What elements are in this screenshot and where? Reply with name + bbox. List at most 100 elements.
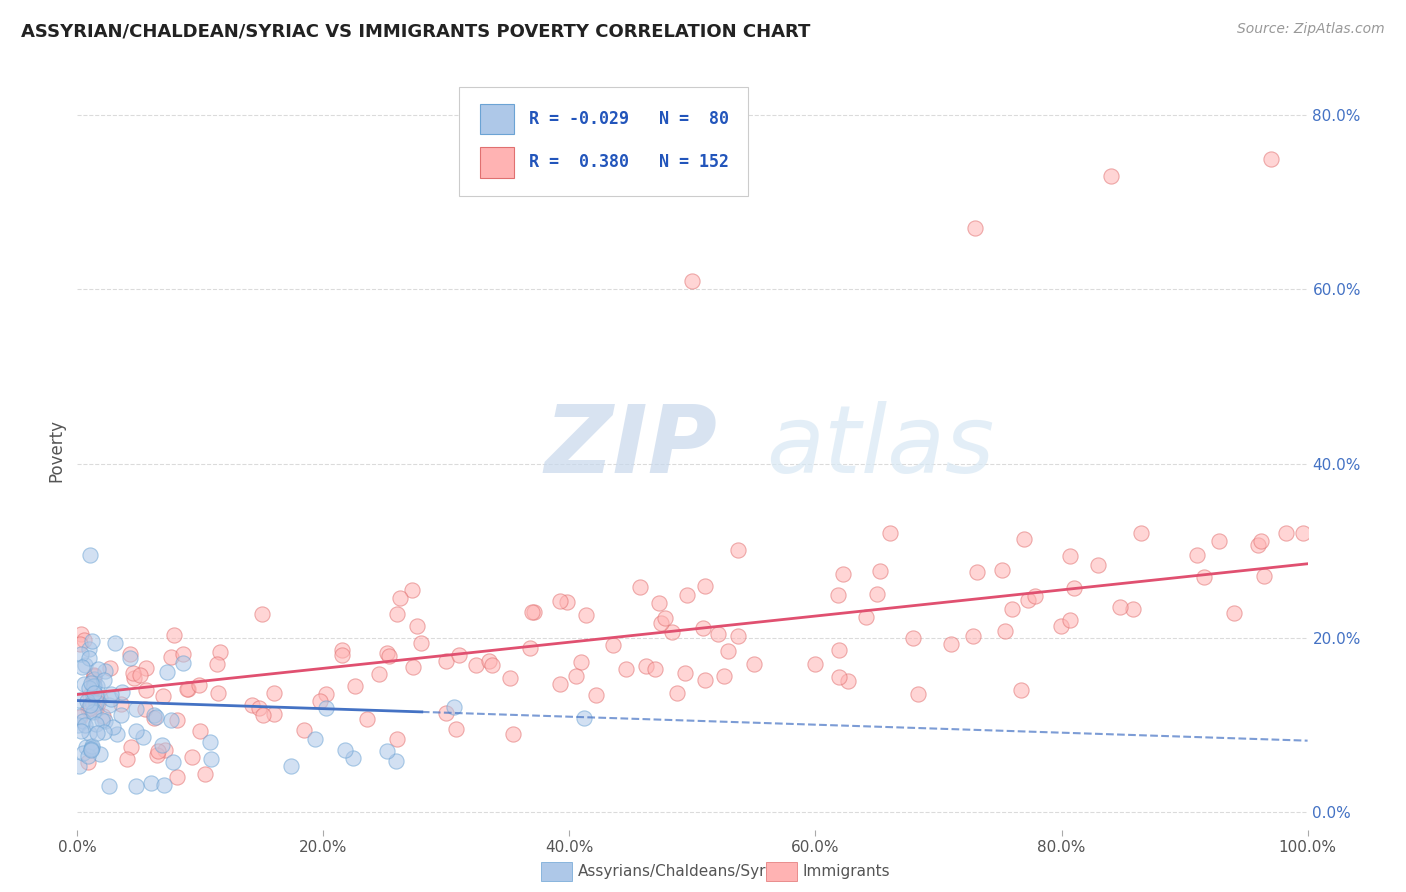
Point [150, 738, 173, 752]
Point [907, 687, 929, 701]
Point [76, 702, 98, 716]
Point [903, 631, 925, 645]
Point [93, 673, 115, 687]
Text: R =  0.380   N = 152: R = 0.380 N = 152 [529, 153, 728, 171]
Point [80, 676, 103, 690]
Point [866, 587, 889, 601]
Point [152, 690, 174, 704]
Point [125, 779, 148, 793]
Point [375, 646, 398, 660]
Point [713, 669, 735, 683]
Point [330, 642, 353, 657]
Point [478, 654, 501, 668]
Point [72, 746, 94, 760]
Point [569, 656, 592, 670]
Point [166, 713, 188, 727]
Point [962, 629, 984, 643]
Point [315, 700, 337, 714]
Point [644, 662, 666, 676]
Point [132, 731, 155, 745]
Point [89, 747, 111, 761]
Point [555, 595, 578, 609]
Point [434, 654, 457, 668]
Text: atlas: atlas [766, 401, 994, 492]
Point [110, 697, 132, 711]
Point [69, 709, 91, 723]
Point [146, 747, 169, 762]
Bar [479, 147, 515, 178]
Point [1260, 152, 1282, 166]
Point [118, 651, 141, 665]
Point [105, 727, 128, 741]
Point [252, 708, 274, 723]
Point [200, 752, 222, 766]
Point [250, 607, 273, 621]
Point [614, 661, 637, 675]
Text: Assyrians/Chaldeans/Syriacs: Assyrians/Chaldeans/Syriacs [578, 864, 796, 879]
Point [121, 666, 143, 681]
Point [263, 686, 285, 700]
Point [73, 657, 96, 672]
Point [166, 770, 188, 784]
Point [447, 648, 470, 662]
Point [84, 694, 107, 708]
Point [177, 681, 200, 696]
Point [122, 672, 145, 686]
Point [82, 633, 104, 648]
Point [163, 628, 186, 642]
Point [83, 669, 105, 683]
Point [162, 755, 184, 769]
Point [82, 739, 104, 753]
Point [75, 718, 97, 732]
Point [93, 708, 115, 723]
Point [706, 626, 728, 640]
Point [84, 716, 107, 731]
Point [673, 665, 696, 680]
Point [83, 686, 105, 700]
Point [727, 543, 749, 558]
Point [124, 723, 146, 738]
Point [72, 714, 94, 728]
Point [69, 627, 91, 641]
Point [77, 748, 100, 763]
Point [188, 724, 211, 739]
Point [695, 579, 717, 593]
Point [304, 731, 326, 746]
Point [1000, 602, 1022, 616]
Point [181, 750, 204, 764]
Point [142, 711, 165, 725]
Point [97, 698, 120, 712]
FancyBboxPatch shape [458, 87, 748, 196]
Point [94, 714, 117, 729]
Point [247, 701, 270, 715]
Point [602, 638, 624, 652]
Point [650, 615, 672, 630]
Point [343, 679, 366, 693]
Point [1050, 619, 1073, 633]
Point [519, 641, 541, 656]
Point [87, 662, 110, 676]
Point [827, 588, 849, 602]
Point [1087, 558, 1109, 573]
Point [128, 668, 150, 682]
Point [79, 688, 101, 702]
Text: ZIP: ZIP [546, 401, 717, 492]
Point [385, 732, 408, 747]
Point [115, 752, 138, 766]
Point [411, 636, 433, 650]
Point [693, 673, 716, 687]
Point [79, 548, 101, 562]
Point [84, 688, 107, 702]
Point [742, 657, 765, 671]
Point [548, 676, 571, 690]
Point [79, 698, 101, 713]
Point [804, 657, 827, 672]
Point [661, 624, 683, 639]
Point [77, 755, 100, 769]
Point [654, 611, 676, 625]
Point [83, 667, 105, 681]
Point [1192, 570, 1215, 584]
Point [434, 706, 457, 720]
Point [565, 668, 588, 682]
Point [966, 566, 988, 580]
